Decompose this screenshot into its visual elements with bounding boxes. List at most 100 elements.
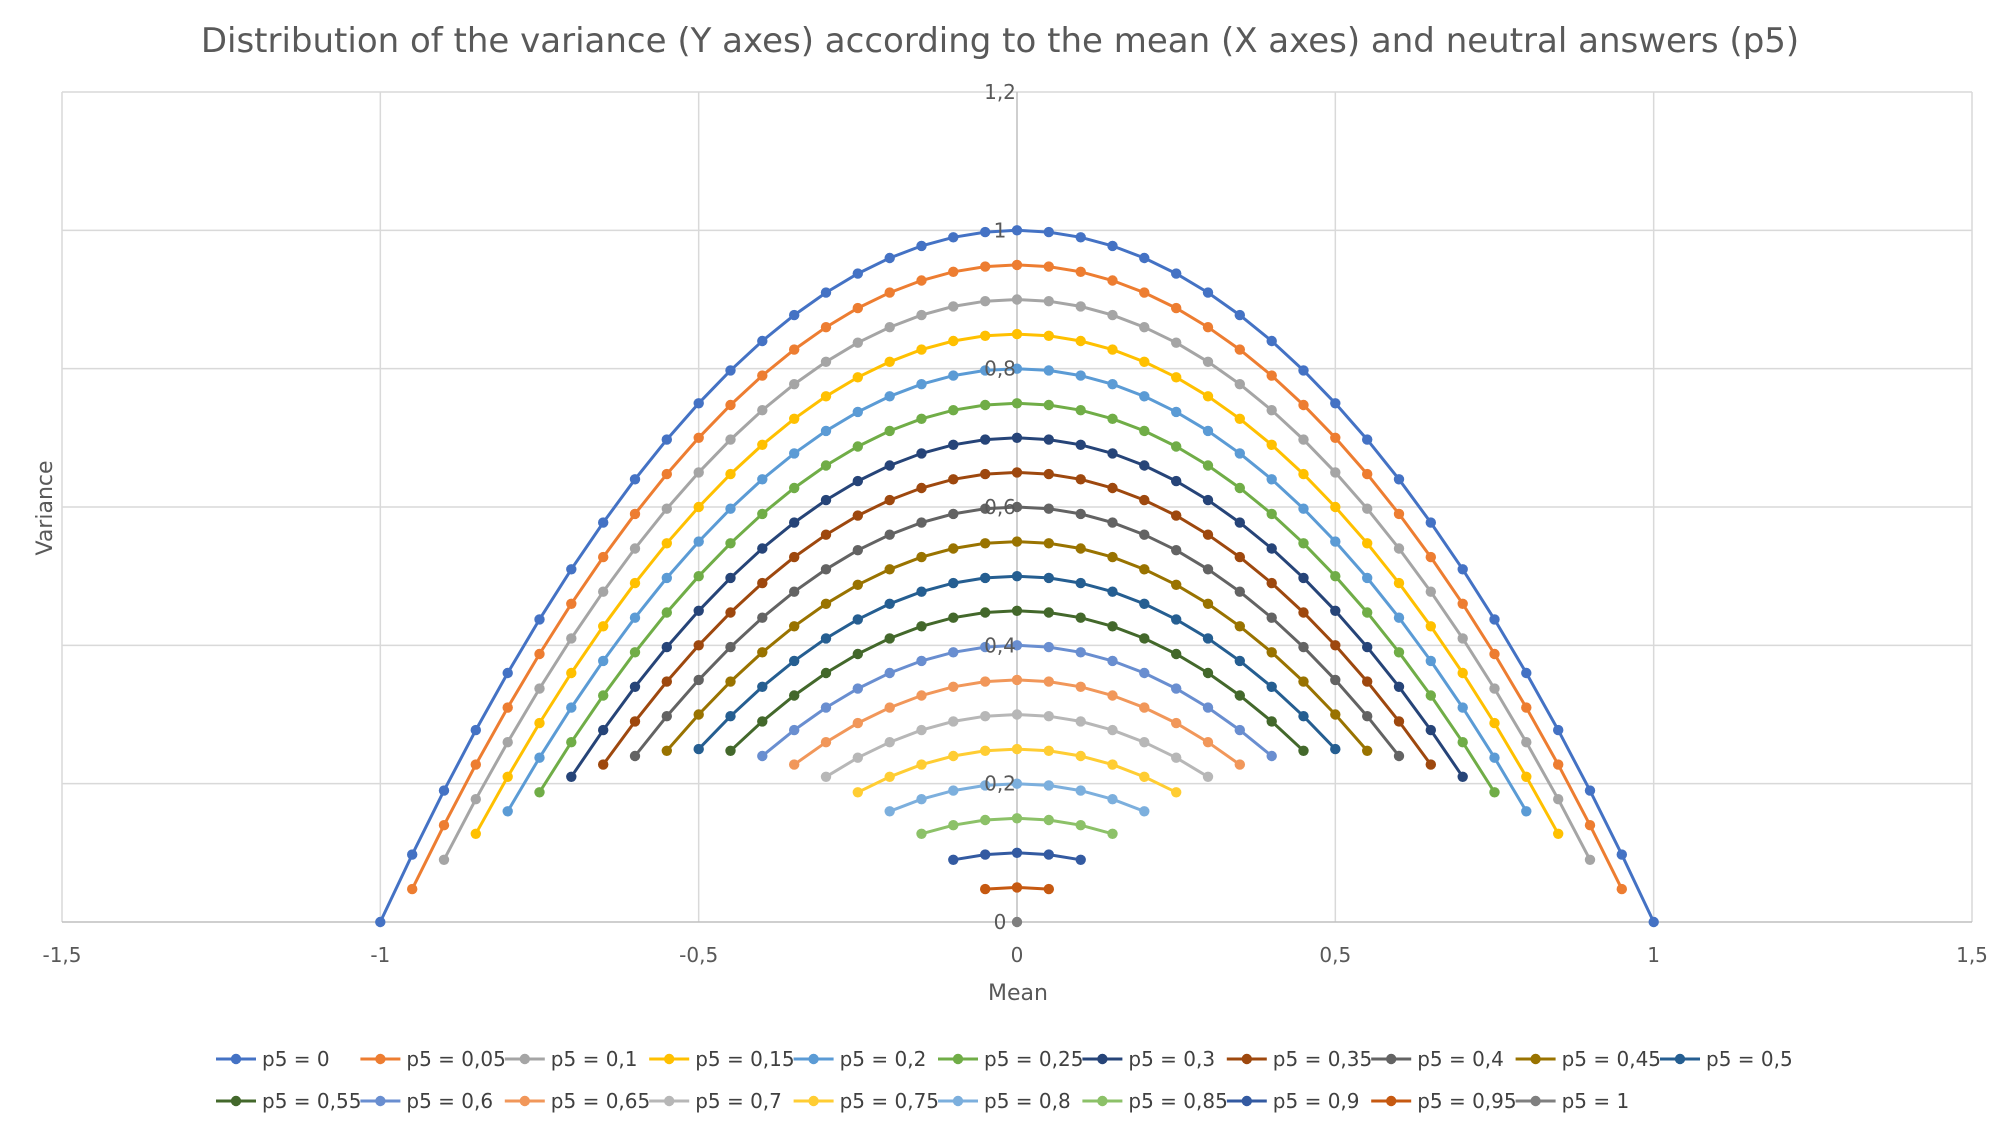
legend-marker-swatch	[519, 1053, 530, 1065]
data-point	[852, 337, 863, 348]
legend-item[interactable]: p5 = 0,1	[504, 1047, 638, 1071]
data-point	[1616, 883, 1628, 895]
data-point	[916, 344, 927, 355]
data-point	[1075, 716, 1086, 727]
data-point	[1298, 399, 1309, 411]
data-point	[948, 716, 959, 727]
legend-item[interactable]: p5 = 0,85	[1082, 1089, 1228, 1113]
legend-item[interactable]: p5 = 0,25	[938, 1047, 1083, 1071]
data-point	[1011, 501, 1023, 513]
legend[interactable]: p5 = 0 p5 = 0,05 p5 = 0,1 p5 = 0,15 p5 = 0,2…	[216, 1047, 1793, 1113]
data-point	[1425, 724, 1437, 736]
legend-item[interactable]: p5 = 0,05	[360, 1047, 506, 1071]
data-point	[980, 849, 991, 860]
data-point	[1139, 806, 1150, 817]
data-point	[693, 605, 704, 616]
data-point	[1553, 724, 1564, 736]
data-point	[1139, 564, 1150, 575]
data-point	[1298, 572, 1309, 584]
legend-item[interactable]: p5 = 0,6	[360, 1089, 493, 1113]
data-point	[470, 794, 481, 805]
data-point	[1139, 598, 1150, 609]
data-point	[1489, 648, 1500, 660]
legend-item[interactable]: p5 = 0	[216, 1047, 330, 1071]
data-point	[1139, 425, 1150, 437]
data-point	[884, 252, 895, 264]
data-point	[1075, 612, 1086, 623]
data-point	[820, 460, 832, 471]
data-point	[629, 508, 641, 520]
data-point	[1298, 468, 1309, 480]
data-point	[1107, 482, 1118, 494]
data-point	[757, 335, 768, 347]
legend-item[interactable]: p5 = 0,5	[1660, 1047, 1793, 1071]
data-point	[948, 301, 959, 312]
data-point	[693, 536, 704, 547]
data-point	[629, 647, 641, 658]
data-point	[661, 538, 672, 549]
data-point	[884, 425, 895, 437]
data-point	[1075, 820, 1086, 831]
legend-item[interactable]: p5 = 0,95	[1371, 1089, 1517, 1113]
legend-label: p5 = 0,65	[551, 1089, 650, 1113]
data-point	[693, 674, 704, 686]
data-point	[980, 468, 991, 480]
legend-item[interactable]: p5 = 0,35	[1226, 1047, 1372, 1071]
legend-label: p5 = 1	[1562, 1089, 1630, 1113]
legend-item[interactable]: p5 = 0,2	[793, 1047, 927, 1071]
legend-item[interactable]: p5 = 0,75	[793, 1089, 939, 1113]
data-point	[1043, 365, 1055, 376]
data-point	[1075, 750, 1086, 762]
data-point	[1425, 690, 1437, 701]
legend-item[interactable]: p5 = 0,45	[1515, 1047, 1661, 1071]
data-point	[852, 752, 863, 763]
legend-item[interactable]: p5 = 0,65	[504, 1089, 650, 1113]
legend-label: p5 = 0,25	[984, 1047, 1083, 1071]
data-point	[1011, 916, 1023, 928]
data-point	[948, 647, 959, 658]
data-point	[980, 261, 991, 272]
data-point	[789, 551, 800, 563]
data-point	[1139, 737, 1150, 748]
data-point	[1266, 681, 1277, 692]
data-point	[980, 572, 991, 584]
legend-item[interactable]: p5 = 0,55	[216, 1089, 361, 1113]
data-point	[1075, 405, 1086, 416]
data-point	[1011, 294, 1023, 305]
data-point	[1139, 633, 1150, 644]
data-point	[948, 232, 959, 243]
data-point	[1393, 750, 1405, 762]
data-point	[1011, 847, 1023, 858]
legend-item[interactable]: p5 = 1	[1515, 1089, 1630, 1113]
data-point	[1107, 309, 1118, 321]
data-point	[1202, 494, 1214, 506]
data-point	[1266, 750, 1277, 762]
data-point	[1393, 543, 1405, 554]
legend-marker-swatch	[664, 1095, 675, 1107]
data-point	[1139, 391, 1150, 402]
series-group	[407, 259, 1628, 895]
data-point	[1075, 681, 1086, 692]
data-point	[1202, 702, 1214, 713]
data-point	[661, 434, 672, 445]
legend-item[interactable]: p5 = 0,15	[649, 1047, 795, 1071]
legend-item[interactable]: p5 = 0,8	[938, 1089, 1071, 1113]
data-point	[884, 667, 895, 679]
data-point	[534, 752, 545, 763]
series-group	[629, 501, 1405, 762]
data-point	[820, 598, 832, 609]
x-tick-label: 1	[1647, 943, 1660, 967]
y-tick-label: 0,6	[984, 495, 1016, 519]
data-point	[1107, 724, 1118, 736]
data-point	[502, 702, 513, 713]
legend-item[interactable]: p5 = 0,9	[1226, 1089, 1360, 1113]
legend-item[interactable]: p5 = 0,3	[1082, 1047, 1215, 1071]
legend-item[interactable]: p5 = 0,7	[649, 1089, 782, 1113]
data-point	[1043, 261, 1055, 272]
series-group	[852, 743, 1182, 798]
legend-item[interactable]: p5 = 0,4	[1371, 1047, 1504, 1071]
data-point	[980, 538, 991, 549]
data-point	[948, 612, 959, 623]
data-point	[948, 681, 959, 692]
